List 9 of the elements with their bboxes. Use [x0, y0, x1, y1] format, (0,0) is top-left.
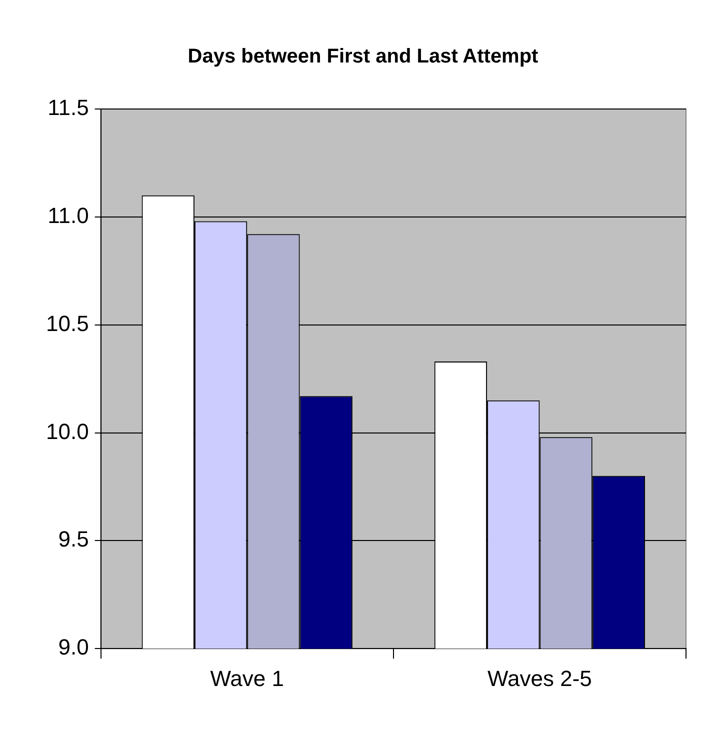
y-tick-label: 11.5	[48, 95, 89, 120]
x-tick-label: Waves 2-5	[488, 666, 592, 691]
y-tick-label: 9.5	[58, 526, 89, 552]
y-tick-label: 10.0	[46, 418, 89, 444]
chart-title: Days between First and Last Attempt	[188, 46, 539, 68]
y-tick-label: 10.5	[46, 310, 89, 336]
y-tick-label: 11.0	[48, 202, 89, 228]
y-tick-label: 9.0	[58, 634, 89, 660]
x-tick-label: Wave 1	[210, 666, 284, 691]
